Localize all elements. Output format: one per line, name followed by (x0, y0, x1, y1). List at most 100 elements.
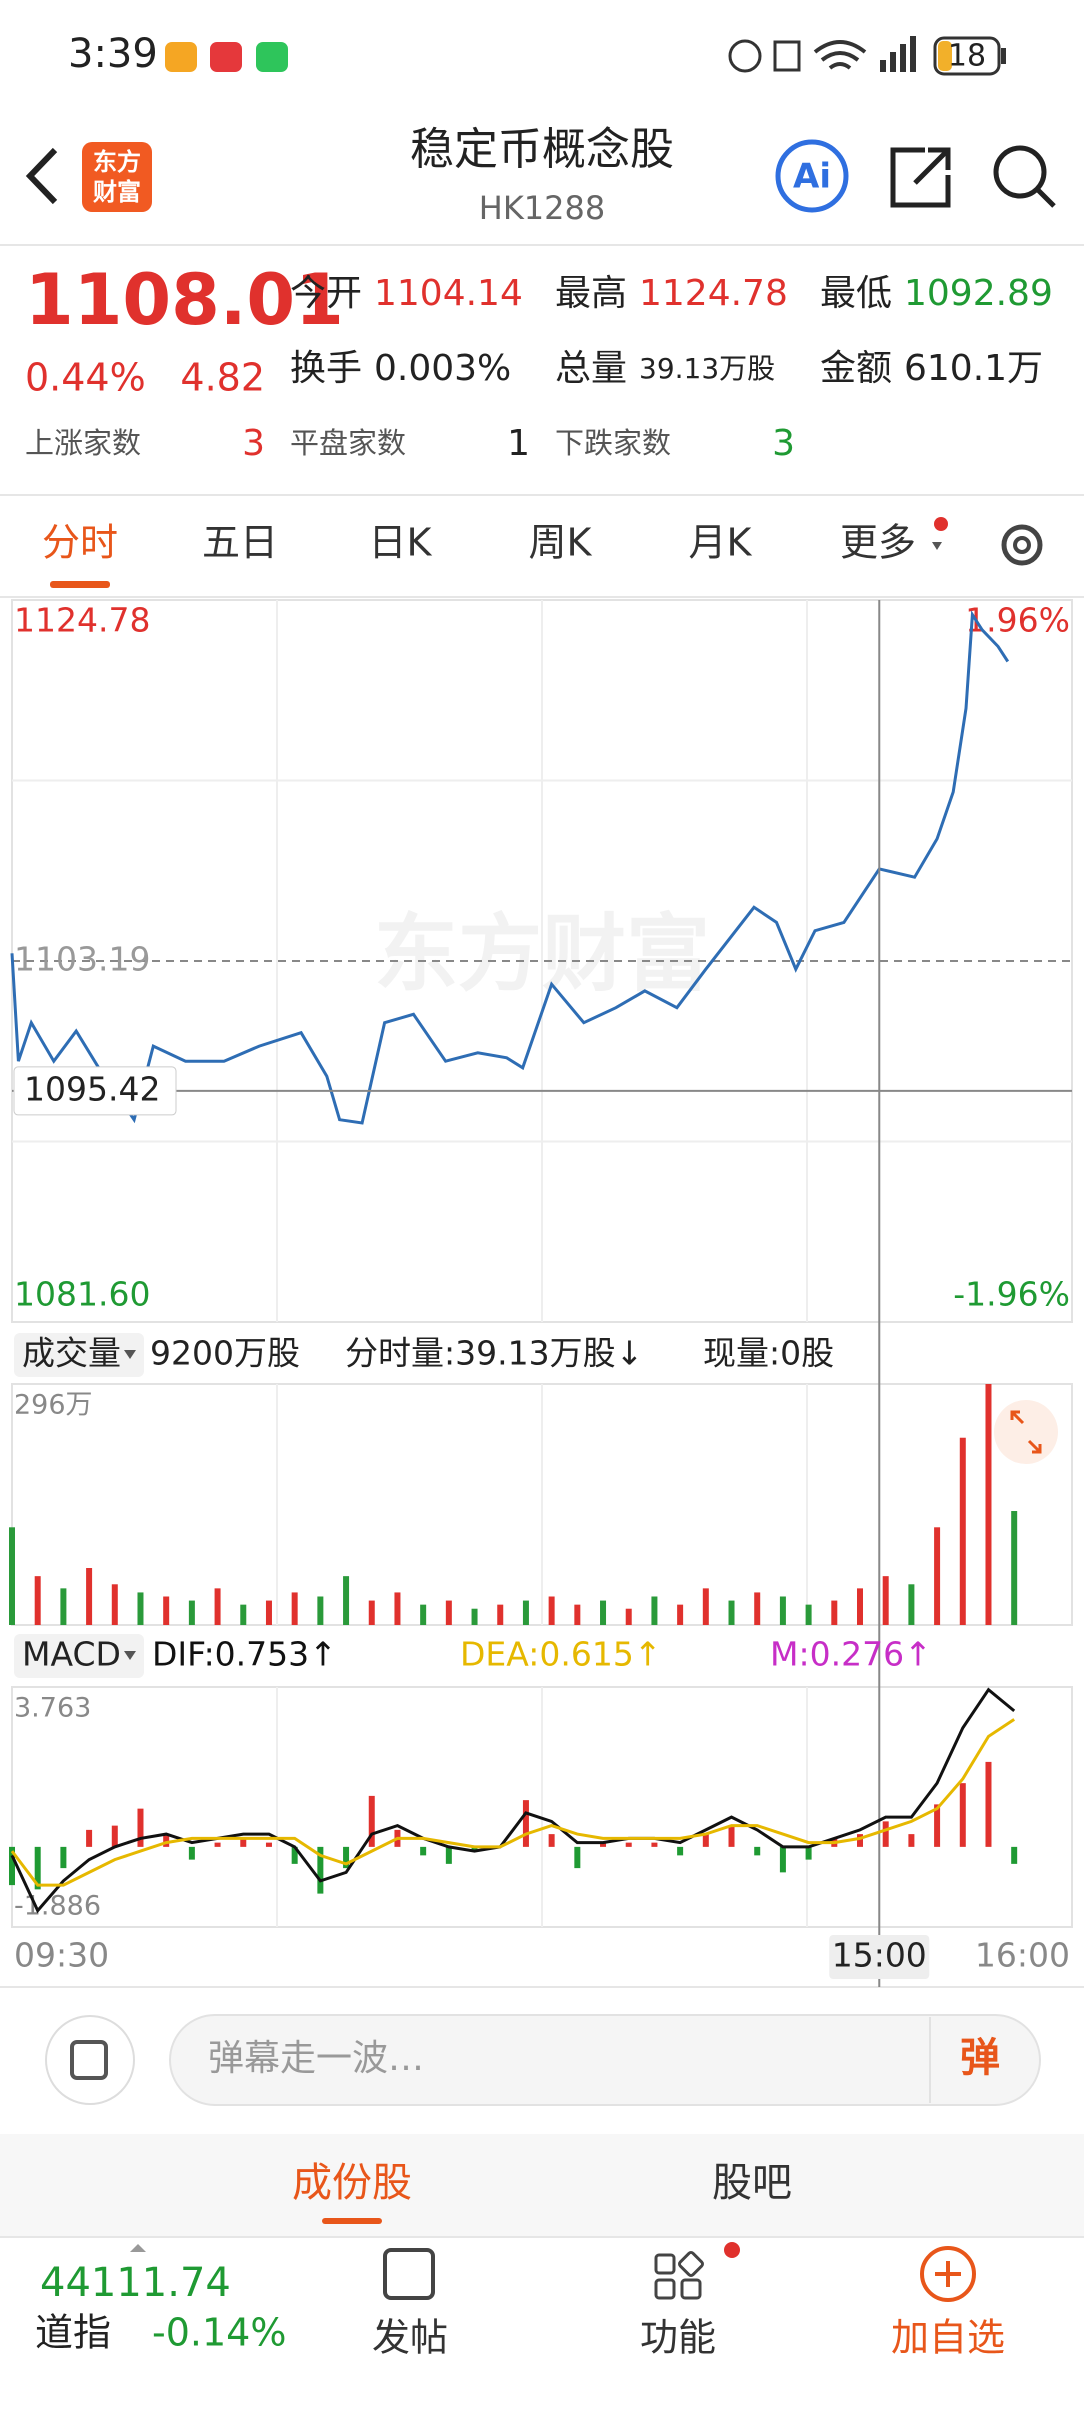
macd-bar (265, 1842, 272, 1847)
logo-text: 东方 (93, 148, 141, 176)
danmaku-settings[interactable] (45, 2015, 135, 2105)
breadth-value: 3 (242, 423, 265, 464)
index-name: 道指 (35, 2311, 111, 2355)
tab[interactable]: 日K (369, 521, 433, 565)
tab[interactable]: 更多 (840, 521, 916, 565)
volume-bar (60, 1588, 67, 1625)
macd-bar (985, 1761, 992, 1847)
ai-button[interactable] (775, 139, 849, 213)
y2-tick-label: 1.96% (965, 601, 1070, 640)
search-button[interactable] (993, 145, 1047, 199)
volume-bar (857, 1588, 863, 1625)
sub-tab[interactable]: 股吧 (712, 2160, 792, 2206)
volume-bar (9, 1527, 15, 1625)
tab[interactable]: 月K (689, 521, 753, 565)
macd-bar (368, 1795, 375, 1847)
macd-bar (471, 1846, 478, 1852)
sub-tab-bar (0, 2134, 1084, 2237)
sub-tab[interactable]: 成份股 (292, 2160, 412, 2206)
macd-bar (9, 1846, 15, 1886)
back-button[interactable] (25, 147, 58, 205)
macd-bar (1011, 1846, 1018, 1864)
dropdown-arrow (124, 1350, 136, 1359)
function-icon (678, 2251, 704, 2277)
wifi-icon (813, 40, 867, 70)
field-value: 1092.89 (904, 273, 1053, 314)
volume-bar (959, 1437, 966, 1625)
action[interactable]: 发帖 (372, 2316, 448, 2360)
expand-button[interactable] (994, 1400, 1058, 1464)
volume-bar (677, 1604, 684, 1625)
volume-bar (728, 1600, 735, 1625)
function-icon (654, 2278, 676, 2300)
signal-icon (900, 44, 906, 72)
volume-bar (754, 1592, 761, 1625)
tab[interactable]: 五日 (202, 521, 278, 565)
signal-icon (890, 52, 896, 72)
battery-text: 18 (948, 39, 986, 74)
price-line (10, 610, 1010, 1125)
macd-bar (291, 1846, 298, 1864)
status-icon (773, 40, 801, 72)
field-value: 0.003% (374, 348, 511, 389)
indicator-select[interactable] (14, 1333, 144, 1377)
macd-bar (625, 1842, 632, 1847)
breadth-value: 1 (507, 423, 530, 464)
volume-bar (394, 1592, 401, 1625)
macd-bar (882, 1821, 889, 1847)
post-icon (383, 2248, 435, 2300)
y-tick-label: 296万 (14, 1390, 93, 1421)
badge (934, 517, 948, 531)
x-tick-label: 09:30 (14, 1936, 109, 1975)
macd-bar (60, 1846, 67, 1869)
macd-bar (34, 1846, 41, 1890)
volume-bar (574, 1604, 581, 1625)
field-label: 换手 (290, 348, 362, 389)
action[interactable]: 加自选 (891, 2316, 1005, 2360)
volume-bar (188, 1600, 195, 1625)
volume-bar (908, 1584, 915, 1625)
logo-text: 财富 (93, 178, 141, 206)
logo[interactable] (82, 142, 152, 212)
app-icon (165, 42, 197, 72)
volume-bar (111, 1584, 118, 1625)
macd-bar (548, 1834, 555, 1847)
danmaku-button[interactable]: 弹 (960, 2035, 1000, 2081)
signal-icon (910, 36, 916, 72)
add-icon (920, 2246, 976, 2302)
share-button[interactable] (890, 147, 951, 208)
change-value: 4.82 (180, 356, 265, 400)
field-label: 今开 (290, 273, 362, 314)
volume-bar (882, 1576, 889, 1625)
x-tick-label: 16:00 (975, 1936, 1070, 1975)
macd-bar (702, 1834, 709, 1847)
field-value: 1124.78 (639, 273, 788, 314)
volume-bar (522, 1600, 529, 1625)
last-price: 1108.01 (25, 259, 344, 341)
macd-bar (240, 1838, 247, 1847)
page-title: 稳定币概念股 (410, 124, 674, 175)
field-value: 39.13万股 (639, 352, 775, 385)
function-icon (680, 2278, 702, 2300)
y-tick-label: 3.763 (14, 1693, 91, 1724)
comment-input[interactable] (169, 2014, 1041, 2106)
tab[interactable]: 分时 (42, 521, 118, 565)
breadth-value: 3 (772, 423, 795, 464)
macd-bar (857, 1834, 863, 1847)
action[interactable]: 功能 (640, 2316, 716, 2360)
y2-tick-label: -1.96% (953, 1275, 1070, 1314)
battery-tip (1001, 48, 1006, 64)
settings-icon (1013, 536, 1031, 554)
tab[interactable]: 周K (529, 521, 593, 565)
macd-bar (420, 1846, 427, 1856)
macd-bar (754, 1846, 761, 1856)
macd-bar (111, 1825, 118, 1847)
function-icon (654, 2253, 676, 2275)
settings-button[interactable] (1001, 524, 1043, 566)
macd-bar (137, 1808, 144, 1847)
indicator-select[interactable] (14, 1634, 144, 1678)
macd-bar (188, 1846, 195, 1860)
crosshair-label: 1095.42 (24, 1069, 160, 1108)
legend-entry: DEA:0.615↑ (460, 1635, 662, 1674)
